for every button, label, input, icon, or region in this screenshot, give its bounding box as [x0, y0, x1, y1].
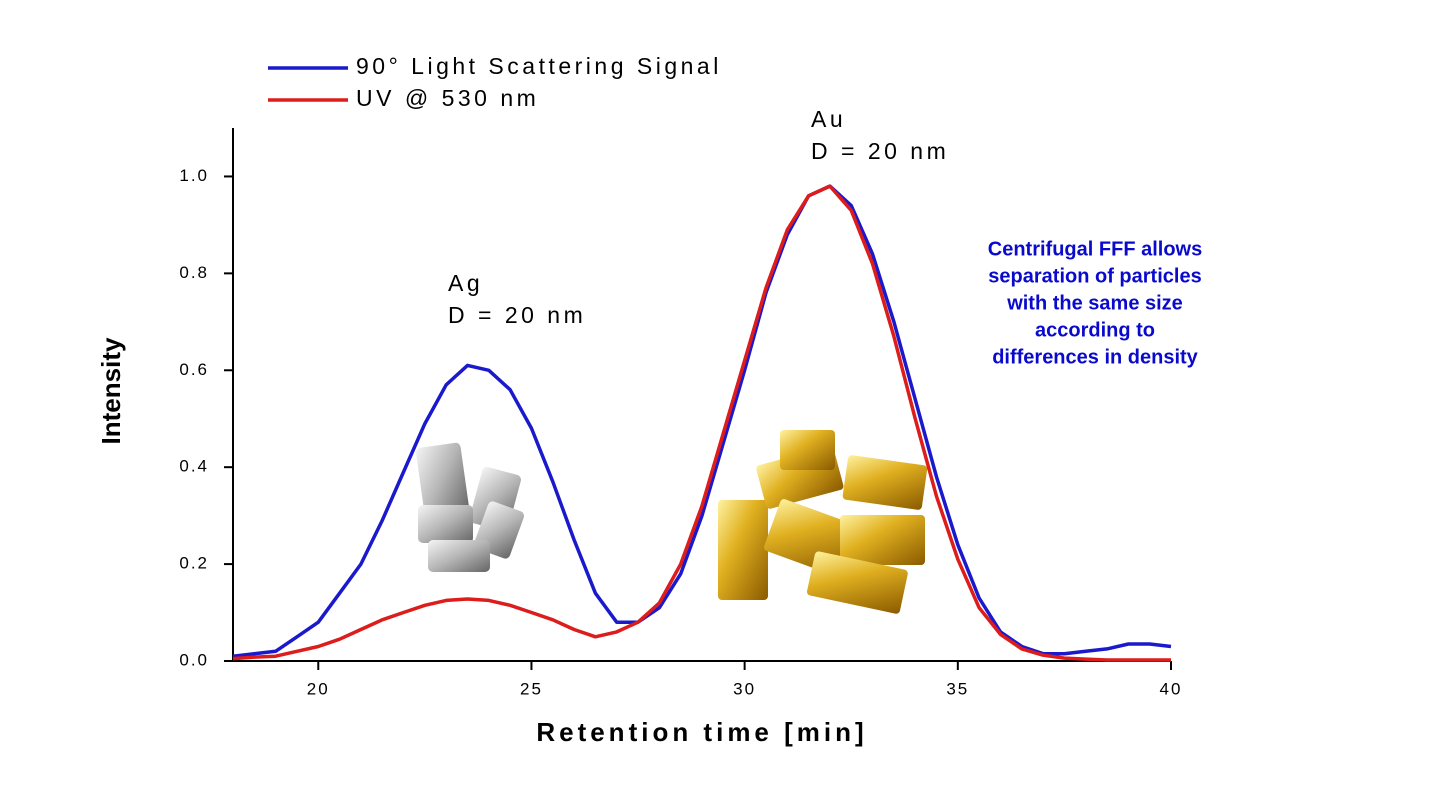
annotation: with the same size: [1006, 292, 1183, 314]
annotation: according to: [1035, 319, 1155, 341]
x-tick-label: 30: [733, 679, 756, 698]
x-tick-label: 25: [520, 679, 543, 698]
legend-label: UV @ 530 nm: [356, 85, 539, 111]
y-tick-label: 0.6: [179, 360, 209, 379]
y-tick-label: 0.2: [179, 554, 209, 573]
y-axis-label: Intensity: [96, 337, 126, 444]
series-line: [232, 184, 1172, 658]
x-tick-label: 20: [307, 679, 330, 698]
legend-label: 90° Light Scattering Signal: [356, 53, 722, 79]
gold-bars-image: [718, 430, 928, 614]
annotation: D = 20 nm: [811, 138, 949, 164]
annotation: Au: [811, 106, 846, 132]
y-tick-label: 0.8: [179, 263, 209, 282]
y-tick-label: 0.4: [179, 457, 209, 476]
y-tick-label: 1.0: [179, 166, 209, 185]
annotation: D = 20 nm: [448, 302, 586, 328]
x-tick-label: 40: [1160, 679, 1183, 698]
series-line: [232, 184, 1171, 662]
annotation: Centrifugal FFF allows: [988, 238, 1202, 260]
annotation: differences in density: [992, 346, 1198, 368]
y-tick-label: 0.0: [179, 650, 209, 669]
silver-bars-image: [415, 442, 524, 572]
annotation: Ag: [448, 270, 483, 296]
x-axis-label: Retention time [min]: [536, 717, 867, 747]
annotation: separation of particles: [988, 265, 1201, 287]
x-tick-label: 35: [946, 679, 969, 698]
